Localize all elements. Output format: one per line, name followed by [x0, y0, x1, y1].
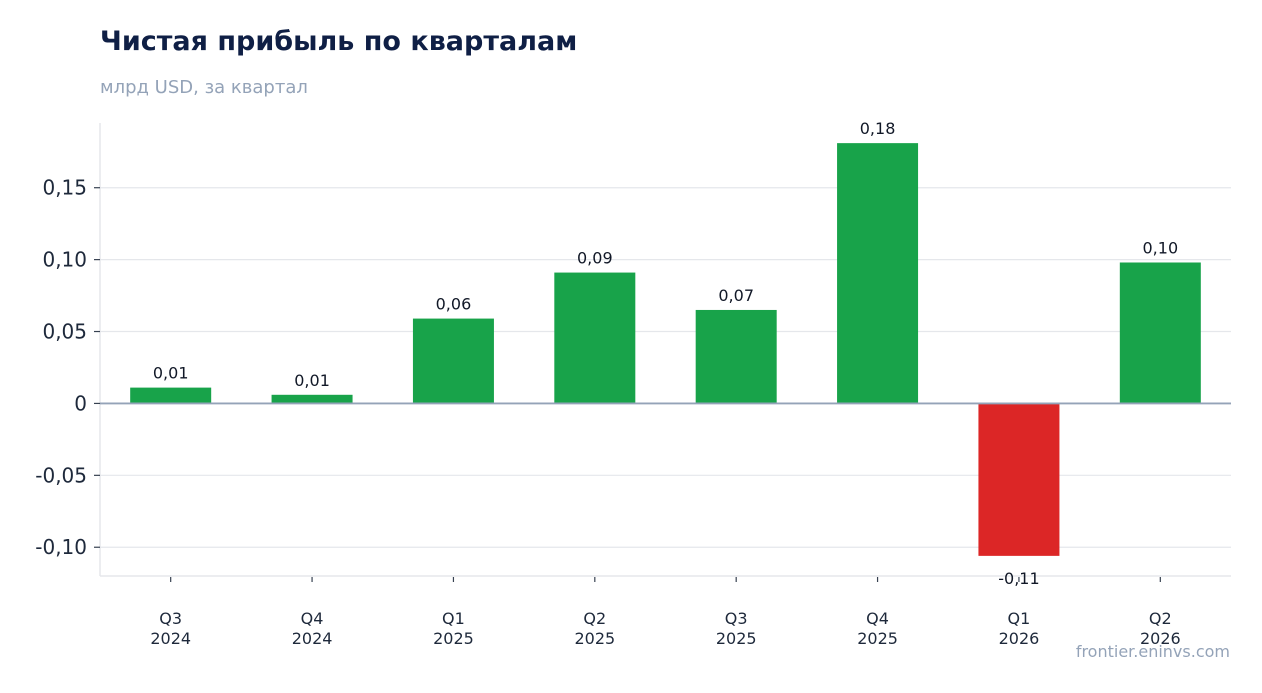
x-tick-quarter: Q1 [442, 609, 465, 628]
x-tick-quarter: Q2 [583, 609, 606, 628]
x-tick-year: 2024 [292, 629, 333, 648]
y-tick-label: 0,10 [42, 248, 87, 272]
chart-subtitle: млрд USD, за квартал [100, 77, 308, 98]
x-tick-quarter: Q3 [725, 609, 748, 628]
data-label: 0,09 [577, 249, 613, 268]
x-tick-label: Q1 2025 [433, 609, 474, 648]
x-tick-year: 2025 [857, 629, 898, 648]
data-label: 0,10 [1143, 238, 1179, 257]
x-tick-label: Q4 2025 [857, 609, 898, 648]
x-tick-year: 2025 [574, 629, 615, 648]
x-tick-quarter: Q2 [1149, 609, 1172, 628]
data-label: 0,18 [860, 119, 896, 138]
x-tick-label: Q1 2026 [999, 609, 1040, 648]
x-tick-quarter: Q4 [866, 609, 889, 628]
y-tick-label: 0,05 [42, 320, 87, 344]
bar [271, 394, 353, 404]
grid-layer [100, 187, 1231, 548]
y-tick-label: -0,05 [35, 463, 87, 487]
data-label: 0,01 [153, 364, 189, 383]
label-layer: 0,01 0,01 0,06 0,09 0,07 0,18 -0,11 0,10 [100, 119, 1231, 588]
y-tick-label: -0,10 [35, 535, 87, 559]
x-tick-year: 2026 [1140, 629, 1181, 648]
bar-layer [130, 143, 1201, 556]
x-tick-year: 2025 [716, 629, 757, 648]
x-tick-label: Q3 2024 [150, 609, 191, 648]
x-tick-year: 2025 [433, 629, 474, 648]
data-label: 0,06 [436, 295, 472, 314]
source-label: frontier.eninvs.com [1075, 642, 1230, 661]
bar [130, 387, 212, 404]
x-tick-label: Q2 2025 [574, 609, 615, 648]
data-label: -0,11 [998, 569, 1039, 588]
bar [1119, 262, 1201, 404]
x-tick-year: 2024 [150, 629, 191, 648]
x-tick-label: Q4 2024 [292, 609, 333, 648]
y-tick-label: 0,15 [42, 176, 87, 200]
x-tick-label: Q3 2025 [716, 609, 757, 648]
x-tick-quarter: Q1 [1008, 609, 1031, 628]
x-tick-year: 2026 [999, 629, 1040, 648]
data-label: 0,07 [718, 286, 754, 305]
x-tick-label: Q2 2026 [1140, 609, 1181, 648]
data-label: 0,01 [294, 371, 330, 390]
bar [412, 318, 494, 404]
bar [554, 272, 636, 404]
y-tick-label: 0 [74, 391, 87, 415]
bar [978, 403, 1060, 556]
x-tick-quarter: Q4 [301, 609, 324, 628]
x-tick-quarter: Q3 [159, 609, 182, 628]
chart-title: Чистая прибыль по кварталам [100, 26, 578, 57]
bar [837, 143, 919, 404]
bar [695, 309, 777, 404]
